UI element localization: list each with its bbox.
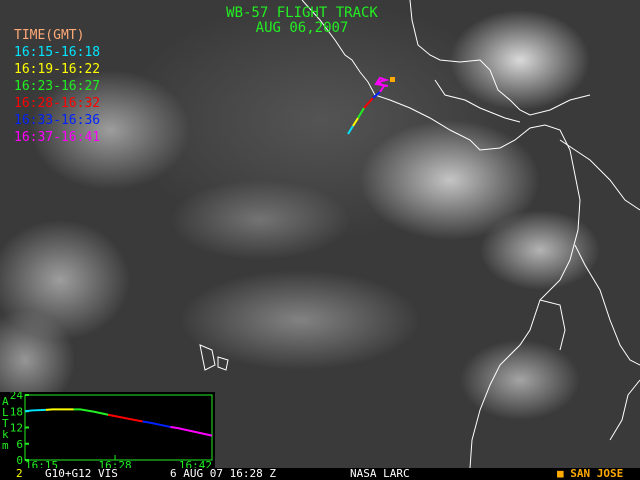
y-tick-label: 6 <box>16 438 23 451</box>
track-segment-6 <box>374 76 390 93</box>
track-segment-1 <box>347 125 354 135</box>
altitude-series-4 <box>107 413 143 423</box>
y-axis-label-char: T <box>2 417 9 430</box>
track-segment-4 <box>363 97 374 109</box>
coastlines <box>199 0 640 468</box>
track-segment-5 <box>372 91 381 99</box>
y-tick-label: 12 <box>10 422 23 435</box>
y-tick-label: 18 <box>10 405 23 418</box>
altitude-series-2 <box>45 408 74 411</box>
track-segment-3 <box>357 107 365 119</box>
legend-header: TIME(GMT) <box>14 28 85 43</box>
y-tick-label: 24 <box>10 392 24 402</box>
product-label: G10+G12 VIS <box>45 467 118 480</box>
legend-item: 16:33-16:36 <box>14 113 101 128</box>
status-bar: 2 G10+G12 VIS 6 AUG 07 16:28 Z NASA LARC… <box>0 468 640 480</box>
altitude-series-3 <box>73 408 109 416</box>
map-date: AUG 06,2007 <box>255 20 349 36</box>
map-overlay <box>199 0 640 468</box>
legend-item: 16:37-16:41 <box>14 130 101 145</box>
legend-item: 16:28-16:32 <box>14 96 101 111</box>
chart-frame <box>24 394 213 461</box>
y-tick-label: 0 <box>16 454 23 467</box>
marker-legend: ■ SAN JOSE <box>557 468 623 480</box>
altitude-series-5 <box>142 420 171 428</box>
legend-item: 16:23-16:27 <box>14 79 101 94</box>
time-legend: TIME(GMT) 16:15-16:18 16:19-16:22 16:23-… <box>14 27 100 146</box>
altitude-series-1 <box>24 408 46 413</box>
marker-square-icon: ■ <box>557 467 571 480</box>
satellite-image <box>0 0 640 468</box>
y-axis-label-char: m <box>2 439 9 452</box>
timestamp: 6 AUG 07 16:28 Z <box>170 467 276 480</box>
track-segment-2 <box>352 117 359 127</box>
source-label: NASA LARC <box>350 467 410 480</box>
map-title: WB-57 FLIGHT TRACK <box>226 5 378 21</box>
y-axis-label-char: A <box>2 395 9 408</box>
marker-legend-label: SAN JOSE <box>570 467 624 480</box>
san-jose-marker <box>390 77 395 82</box>
frame-number: 2 <box>16 467 23 480</box>
y-axis-label-char: L <box>2 406 9 419</box>
legend-item: 16:15-16:18 <box>14 45 101 60</box>
flight-track <box>347 76 390 135</box>
legend-item: 16:19-16:22 <box>14 62 101 77</box>
altitude-series-6 <box>170 425 213 437</box>
y-axis-label-char: k <box>2 428 9 441</box>
